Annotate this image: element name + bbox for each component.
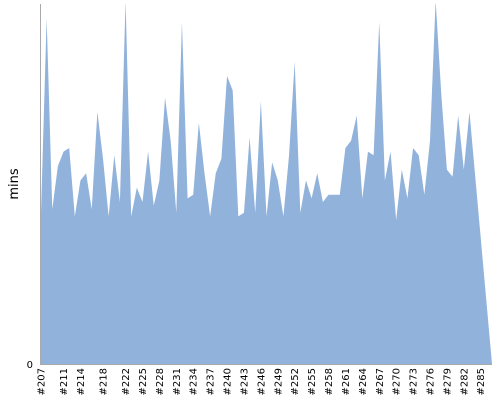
y-axis-title: mins [7,168,22,200]
x-tick-label: #225 [138,368,149,395]
x-tick-label: #264 [358,368,369,395]
x-tick-label: #267 [375,368,386,395]
plot-area [41,4,492,364]
x-tick-label: #255 [307,368,318,395]
x-tick-label: #258 [324,368,335,395]
x-tick-label: #276 [425,368,436,395]
x-tick-label: #273 [409,368,420,395]
x-tick-label: #243 [239,368,250,395]
x-tick-label: #279 [442,368,453,395]
x-tick-label: #282 [459,368,470,395]
x-tick-label: #285 [476,368,487,395]
x-tick-label: #249 [273,368,284,395]
x-tick-label: #252 [290,368,301,395]
x-axis-ticks: #207 #211 #214 #218 #222 #225 #228 #231 #234 #237… [37,368,488,395]
x-tick-label: #211 [59,368,70,395]
x-tick-label: #237 [206,368,217,395]
x-tick-label: #246 [256,368,267,395]
x-tick-label: #214 [76,368,87,395]
x-tick-label: #222 [121,368,132,395]
x-tick-label: #231 [172,368,183,395]
y-tick-label-0: 0 [27,360,33,371]
x-tick-label: #207 [37,368,48,395]
x-tick-label: #234 [189,368,200,395]
x-tick-label: #240 [223,368,234,395]
x-tick-label: #270 [392,368,403,395]
x-tick-label: #228 [155,368,166,395]
series-area [41,4,492,364]
x-tick-label: #218 [99,368,110,395]
x-tick-label: #261 [341,368,352,395]
